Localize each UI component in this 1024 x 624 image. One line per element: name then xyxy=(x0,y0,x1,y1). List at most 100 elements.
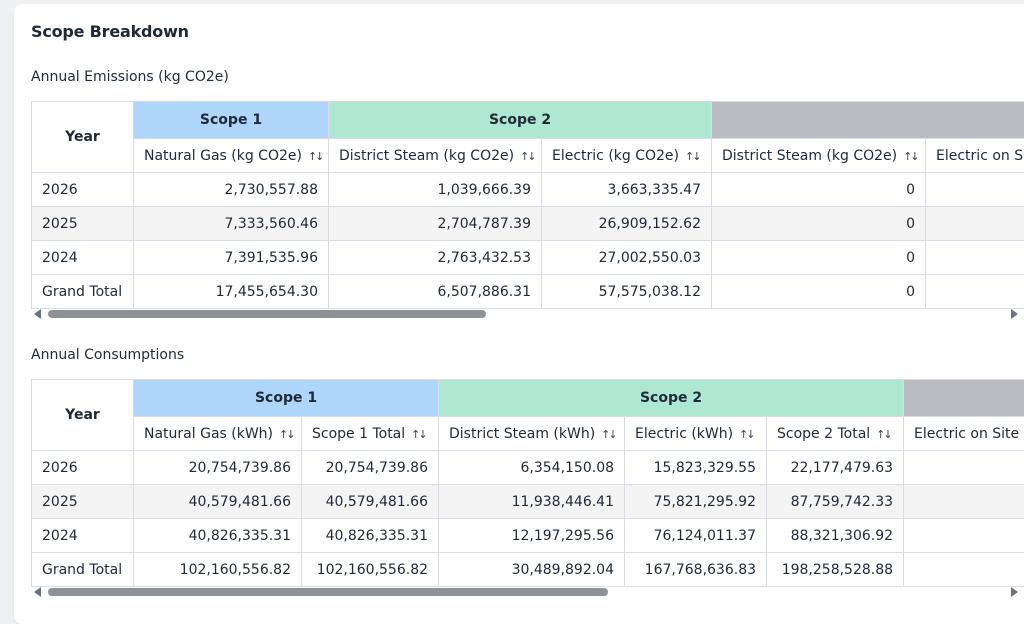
year-cell: Grand Total xyxy=(32,275,134,309)
value-cell: 102,160,556.82 xyxy=(302,553,439,587)
table-row: 2026 20,754,739.86 20,754,739.86 6,354,1… xyxy=(32,451,1024,485)
column-header-label: Electric (kg CO2e) xyxy=(552,148,679,164)
group-header-scope-3 xyxy=(712,102,1024,139)
sort-arrows-icon[interactable]: ↑↓ xyxy=(601,428,615,441)
table-row: 2024 40,826,335.31 40,826,335.31 12,197,… xyxy=(32,519,1024,553)
sort-arrows-icon[interactable]: ↑↓ xyxy=(279,428,293,441)
value-cell: 198,258,528.88 xyxy=(767,553,904,587)
year-header: Year xyxy=(32,380,134,451)
year-cell: 2026 xyxy=(32,451,134,485)
value-cell: 40,579,481.66 xyxy=(302,485,439,519)
value-cell xyxy=(904,519,1024,553)
value-cell xyxy=(926,207,1024,241)
value-cell: 75,821,295.92 xyxy=(625,485,767,519)
value-cell: 6,354,150.08 xyxy=(439,451,625,485)
sort-arrows-icon[interactable]: ↑↓ xyxy=(876,428,890,441)
sort-arrows-icon[interactable]: ↑↓ xyxy=(903,150,917,163)
emissions-table-container: Year Scope 1 Scope 2 Natural Gas (kg CO2… xyxy=(31,101,1024,309)
value-cell: 11,938,446.41 xyxy=(439,485,625,519)
column-header-label: District Steam (kg CO2e) xyxy=(722,148,897,164)
sort-arrows-icon[interactable]: ↑↓ xyxy=(739,428,753,441)
column-header-district-steam[interactable]: District Steam (kg CO2e)↑↓ xyxy=(329,139,542,173)
consumptions-horizontal-scrollbar[interactable] xyxy=(31,585,1021,599)
emissions-horizontal-scrollbar[interactable] xyxy=(31,307,1021,321)
value-cell: 0 xyxy=(712,173,926,207)
year-cell: 2026 xyxy=(32,173,134,207)
value-cell: 26,909,152.62 xyxy=(542,207,712,241)
value-cell: 2,730,557.88 xyxy=(134,173,329,207)
column-header-electric-on-site[interactable]: Electric on S xyxy=(926,139,1024,173)
table-row: 2025 40,579,481.66 40,579,481.66 11,938,… xyxy=(32,485,1024,519)
value-cell: 40,826,335.31 xyxy=(302,519,439,553)
value-cell: 15,823,329.55 xyxy=(625,451,767,485)
scrollbar-thumb[interactable] xyxy=(48,588,608,596)
column-header-natural-gas[interactable]: Natural Gas (kWh) ↑↓ xyxy=(134,417,302,451)
column-header-natural-gas[interactable]: Natural Gas (kg CO2e) ↑↓ xyxy=(134,139,329,173)
consumptions-table-container: Year Scope 1 Scope 2 Natural Gas (kWh)↑↓… xyxy=(31,379,1024,587)
value-cell: 1,039,666.39 xyxy=(329,173,542,207)
value-cell: 167,768,636.83 xyxy=(625,553,767,587)
value-cell xyxy=(904,553,1024,587)
column-header-electric[interactable]: Electric (kg CO2e) ↑↓ xyxy=(542,139,712,173)
consumptions-title: Annual Consumptions xyxy=(31,347,184,363)
sort-arrows-icon[interactable]: ↑↓ xyxy=(520,150,534,163)
table-row: 2025 7,333,560.46 2,704,787.39 26,909,15… xyxy=(32,207,1024,241)
value-cell: 7,391,535.96 xyxy=(134,241,329,275)
table-row: 2024 7,391,535.96 2,763,432.53 27,002,55… xyxy=(32,241,1024,275)
year-header: Year xyxy=(32,102,134,173)
year-cell: 2024 xyxy=(32,241,134,275)
value-cell: 6,507,886.31 xyxy=(329,275,542,309)
column-header-scope-2-total[interactable]: Scope 2 Total ↑↓ xyxy=(767,417,904,451)
scroll-left-arrow-icon[interactable] xyxy=(34,587,41,597)
value-cell xyxy=(926,241,1024,275)
column-header-label: Scope 2 Total xyxy=(777,426,870,442)
year-cell: 2024 xyxy=(32,519,134,553)
column-header-scope-1-total[interactable]: Scope 1 Total ↑↓ xyxy=(302,417,439,451)
group-header-scope-1: Scope 1 xyxy=(134,102,329,139)
group-header-scope-3 xyxy=(904,380,1024,417)
value-cell: 0 xyxy=(712,207,926,241)
column-header-electric[interactable]: Electric (kWh) ↑↓ xyxy=(625,417,767,451)
value-cell: 87,759,742.33 xyxy=(767,485,904,519)
value-cell: 88,321,306.92 xyxy=(767,519,904,553)
year-cell: Grand Total xyxy=(32,553,134,587)
value-cell: 27,002,550.03 xyxy=(542,241,712,275)
value-cell xyxy=(926,275,1024,309)
value-cell: 102,160,556.82 xyxy=(134,553,302,587)
value-cell: 40,579,481.66 xyxy=(134,485,302,519)
card-title: Scope Breakdown xyxy=(31,22,189,41)
column-header-district-steam-2[interactable]: District Steam (kg CO2e) ↑↓ xyxy=(712,139,926,173)
column-header-label: Electric on S xyxy=(936,148,1023,164)
value-cell: 17,455,654.30 xyxy=(134,275,329,309)
scroll-right-arrow-icon[interactable] xyxy=(1011,309,1018,319)
scroll-left-arrow-icon[interactable] xyxy=(34,309,41,319)
sort-arrows-icon[interactable]: ↑↓ xyxy=(685,150,699,163)
value-cell: 76,124,011.37 xyxy=(625,519,767,553)
column-header-electric-on-site[interactable]: Electric on Site xyxy=(904,417,1024,451)
sort-arrows-icon[interactable]: ↑↓ xyxy=(308,150,322,163)
column-header-label: Natural Gas (kWh) xyxy=(144,426,273,442)
value-cell xyxy=(904,451,1024,485)
value-cell: 12,197,295.56 xyxy=(439,519,625,553)
column-header-label: District Steam (kWh) xyxy=(449,426,595,442)
value-cell: 2,704,787.39 xyxy=(329,207,542,241)
scrollbar-thumb[interactable] xyxy=(48,310,486,318)
value-cell: 3,663,335.47 xyxy=(542,173,712,207)
sort-arrows-icon[interactable]: ↑↓ xyxy=(411,428,425,441)
value-cell: 7,333,560.46 xyxy=(134,207,329,241)
column-header-label: Scope 1 Total xyxy=(312,426,405,442)
column-header-label: Electric (kWh) xyxy=(635,426,733,442)
value-cell: 30,489,892.04 xyxy=(439,553,625,587)
value-cell: 0 xyxy=(712,241,926,275)
table-row: 2026 2,730,557.88 1,039,666.39 3,663,335… xyxy=(32,173,1024,207)
column-header-label: Natural Gas (kg CO2e) xyxy=(144,148,302,164)
group-header-scope-1: Scope 1 xyxy=(134,380,439,417)
value-cell xyxy=(904,485,1024,519)
emissions-table: Year Scope 1 Scope 2 Natural Gas (kg CO2… xyxy=(31,101,1024,309)
column-header-label: Electric on Site xyxy=(914,426,1019,442)
value-cell: 40,826,335.31 xyxy=(134,519,302,553)
column-header-district-steam[interactable]: District Steam (kWh) ↑↓ xyxy=(439,417,625,451)
value-cell xyxy=(926,173,1024,207)
scroll-right-arrow-icon[interactable] xyxy=(1011,587,1018,597)
value-cell: 57,575,038.12 xyxy=(542,275,712,309)
